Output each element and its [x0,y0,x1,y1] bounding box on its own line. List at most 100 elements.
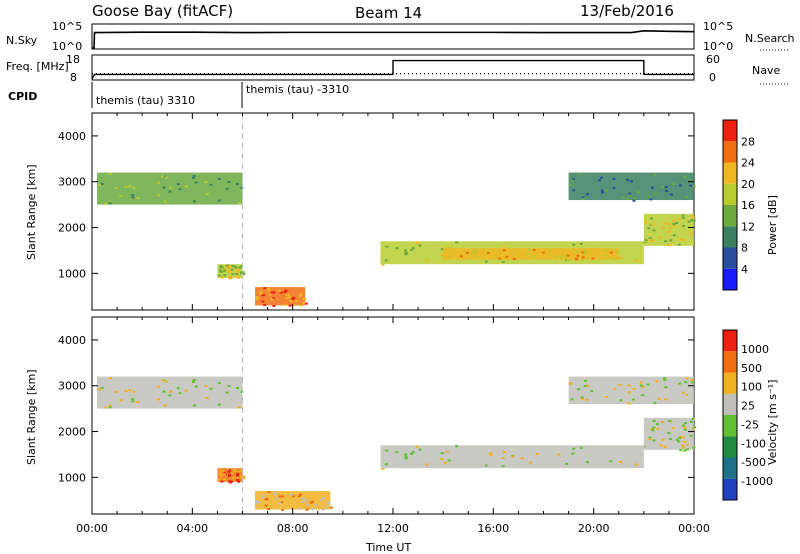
velocity-patch-speckle [501,465,505,468]
power-patch-speckle [235,272,239,275]
power-ytick-label: 1000 [58,267,86,280]
power-patch-speckle [658,236,662,239]
velocity-patch-speckle [280,501,284,504]
velocity-patch-speckle [217,381,221,384]
power-patch-speckle [455,241,459,244]
power-patch-speckle [465,251,469,254]
date-title: 13/Feb/2016 [580,2,674,20]
power-patch-speckle [425,259,429,262]
velocity-patch-speckle [265,498,269,501]
power-colorbar-swatch [723,268,737,290]
velocity-colorbar-tick: -500 [741,456,766,469]
power-patch-speckle [225,264,229,267]
velocity-patch-speckle [609,460,613,463]
power-patch-speckle [161,175,165,178]
velocity-patch-speckle [194,385,198,388]
power-patch-speckle [579,242,583,245]
velocity-patch-speckle [648,438,652,441]
power-patch-speckle [239,265,243,268]
velocity-patch-speckle [321,497,325,500]
power-patch-speckle [114,186,118,189]
power-patch-speckle [299,304,303,307]
velocity-patch-speckle [321,508,325,511]
velocity-patch-speckle [455,445,459,448]
velocity-patch-speckle [404,456,408,459]
power-patch-speckle [586,193,590,196]
power-patch-speckle [591,257,595,260]
velocity-patch-speckle [162,390,166,393]
frequency-left-tick-bottom: 8 [70,71,77,84]
power-patch-speckle [576,250,580,253]
power-ytick-label: 3000 [58,176,86,189]
velocity-patch-speckle [273,492,277,495]
velocity-patch-speckle [689,434,693,437]
velocity-patch-speckle [650,428,654,431]
velocity-patch-speckle [655,380,659,383]
power-patch-speckle [299,293,303,296]
power-patch-speckle [242,273,246,276]
power-patch-speckle [647,195,651,198]
power-patch-speckle [104,202,108,205]
velocity-patch-speckle [613,387,617,390]
beam-title: Beam 14 [355,4,422,22]
velocity-patch-speckle [683,440,687,443]
power-patch-speckle [650,239,654,242]
power-patch-speckle [381,263,385,266]
velocity-patch-speckle [124,390,128,393]
velocity-patch-speckle [639,381,643,384]
power-patch-speckle [240,186,244,189]
power-patch-speckle [602,254,606,257]
power-patch-speckle [261,300,265,303]
power-ytick-label: 2000 [58,222,86,235]
power-patch-speckle [685,195,689,198]
power-colorbar-tick: 12 [741,220,755,233]
power-patch-speckle [512,258,516,261]
power-patch-speckle [669,193,673,196]
power-patch-speckle [560,256,564,259]
power-patch-speckle [205,193,209,196]
velocity-patch-speckle [119,399,123,402]
velocity-patch-speckle [223,472,227,475]
velocity-patch-speckle [302,497,306,500]
power-patch-speckle [615,251,619,254]
velocity-patch-speckle [156,385,160,388]
velocity-patch-speckle [641,394,645,397]
velocity-patch-speckle [569,382,573,385]
power-patch-speckle [672,219,676,222]
velocity-patch-speckle [584,379,588,382]
velocity-patch-speckle [640,384,644,387]
power-patch-speckle [395,247,399,250]
power-patch-speckle [220,270,224,273]
velocity-patch-speckle [605,395,609,398]
power-patch-speckle [227,181,231,184]
velocity-patch-speckle [678,436,682,439]
velocity-patch-speckle [404,455,408,458]
velocity-patch-speckle [114,390,118,393]
velocity-patch-speckle [108,406,112,409]
power-patch-speckle [237,202,241,205]
velocity-colorbar-tick: -100 [741,437,766,450]
power-patch-speckle [204,181,208,184]
power-patch-speckle [270,291,274,294]
power-patch-speckle [220,276,224,279]
velocity-patch-speckle [278,502,282,505]
velocity-patch-speckle [104,406,108,409]
velocity-patch-speckle [652,420,656,423]
power-patch-speckle [240,272,244,275]
velocity-patch-speckle [100,386,104,389]
velocity-patch-speckle [671,427,675,430]
power-colorbar-frame [722,119,738,291]
power-patch-speckle [403,249,407,252]
velocity-patch-speckle [108,377,112,380]
time-axis-label: Time UT [365,541,411,554]
power-patch-speckle [581,251,585,254]
power-patch-speckle [660,186,664,189]
power-patch-speckle [223,268,227,271]
velocity-patch-speckle [239,469,243,472]
power-patch-speckle [581,256,585,259]
velocity-patch-speckle [223,478,227,481]
power-patch-speckle [217,177,221,180]
frequency-series-line [91,59,694,80]
power-panel: Slant Range [km] Power [dB] 1000 2000 3000… [25,112,779,311]
